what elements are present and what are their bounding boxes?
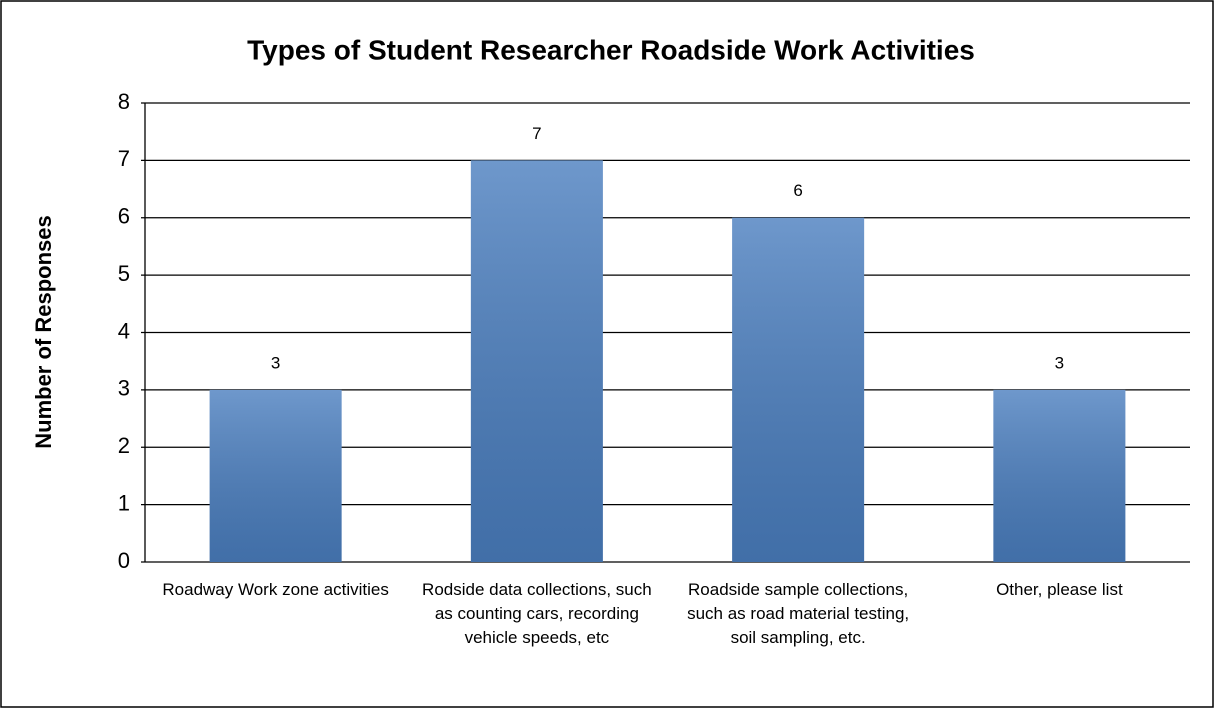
y-axis-label: Number of Responses xyxy=(31,215,56,449)
bar-shade xyxy=(209,389,342,562)
bar-shade xyxy=(993,389,1126,562)
chart-title: Types of Student Researcher Roadside Wor… xyxy=(247,34,975,65)
data-label: 7 xyxy=(532,124,541,143)
x-tick-label: Roadway Work zone activities xyxy=(162,580,389,599)
x-tick-label: Rodside data collections, such as counti… xyxy=(422,580,652,647)
y-tick-label: 8 xyxy=(118,89,130,114)
data-label: 6 xyxy=(793,181,802,200)
data-label: 3 xyxy=(1055,353,1064,372)
y-tick-label: 6 xyxy=(118,204,130,229)
y-tick-label: 7 xyxy=(118,146,130,171)
y-tick-label: 0 xyxy=(118,548,130,573)
bar-shade xyxy=(732,217,865,562)
y-tick-label: 5 xyxy=(118,261,130,286)
x-tick-label: Other, please list xyxy=(996,580,1123,599)
y-tick-label: 2 xyxy=(118,433,130,458)
y-tick-label: 1 xyxy=(118,490,130,515)
data-label: 3 xyxy=(271,353,280,372)
x-tick-label: Roadside sample collections, such as roa… xyxy=(687,580,910,647)
y-tick-label: 3 xyxy=(118,376,130,401)
y-tick-label: 4 xyxy=(118,318,130,343)
bar-shade xyxy=(470,160,603,562)
